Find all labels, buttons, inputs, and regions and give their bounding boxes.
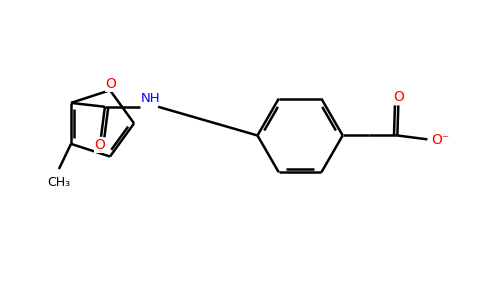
Text: O: O: [95, 139, 106, 152]
Text: O: O: [393, 90, 404, 104]
Text: NH: NH: [140, 92, 160, 105]
Text: CH₃: CH₃: [47, 176, 70, 189]
Text: O: O: [106, 77, 116, 91]
Text: O⁻: O⁻: [431, 133, 450, 147]
